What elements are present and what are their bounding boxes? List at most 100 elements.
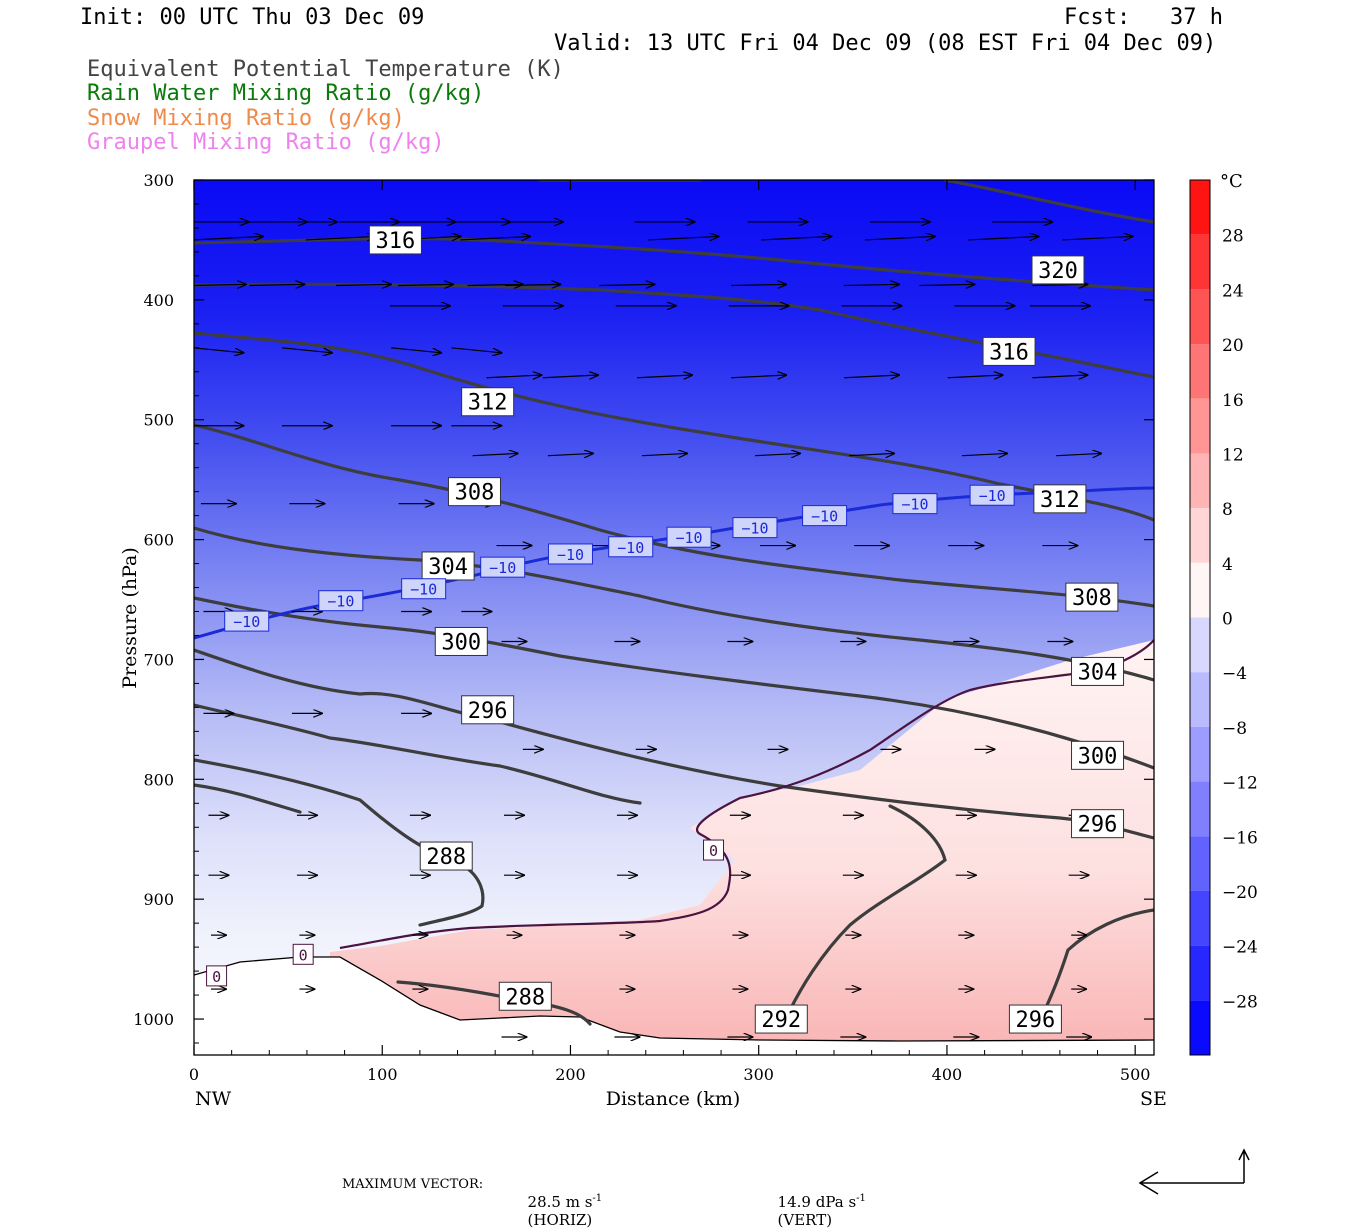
colorbar-tick-label: 28 [1222,227,1244,247]
wind-arrow [599,284,654,285]
theta-e-label: 308 [455,481,495,506]
isotherm-label: 0 [709,842,718,860]
theta-e-label: 320 [1038,259,1078,284]
theta-e-label-box [1071,809,1125,839]
theta-e-label-box [982,336,1036,366]
horiz-exponent: -1 [592,1193,603,1204]
wind-arrow [1032,375,1087,378]
colorbar-band [1190,781,1210,837]
theta-e-labels: 316 320 316 312 308 312 304 308 300 304 296 300 296 2… [368,225,1125,1034]
wind-arrow [305,236,376,240]
theta-e-contour [194,526,1154,682]
colorbar-tick-label: 20 [1222,336,1244,356]
isotherm-label: −10 [676,529,703,547]
theta-e-label: 296 [1078,813,1118,838]
isotherm-label-box [318,590,364,612]
wind-arrow [335,284,391,285]
wind-arrow [754,453,800,455]
x-end-label-left: NW [195,1088,232,1110]
maximum-vector-label: MAXIMUM VECTOR: [342,1177,484,1192]
x-tick-label: 100 [367,1065,398,1084]
theta-e-label-box [461,387,515,417]
isotherm-label-box [206,965,228,987]
isotherm-label-box [802,505,848,527]
isotherm-label: −10 [489,559,516,577]
wind-arrow [1056,453,1101,455]
isotherm-label: −10 [811,508,838,526]
theta-e-label: 296 [468,699,508,724]
theta-e-label-box [498,981,552,1011]
theta-e-label: 304 [428,555,468,580]
x-tick-label: 0 [189,1065,199,1084]
colorbar-band [1190,945,1210,1001]
colorbar-tick-label: 8 [1222,500,1233,520]
vert-exponent: -1 [856,1193,866,1204]
vert-tag: (VERT) [777,1211,833,1229]
colorbar-band [1190,1000,1210,1055]
wind-arrow [637,375,692,378]
theta-e-label: 304 [1078,660,1118,685]
y-tick-label: 400 [143,291,174,310]
colorbar-tick-label: 24 [1222,281,1244,301]
wind-arrow [844,284,899,285]
isotherm-label-box [480,556,526,578]
wind-vector-field [194,222,1133,1037]
isotherm-label-box [292,943,314,965]
colorbar-band [1190,508,1210,563]
legend-graupel: Graupel Mixing Ratio (g/kg) [87,130,445,155]
colorbar-band [1190,617,1210,673]
theta-e-contour [194,703,642,805]
isotherm-label-box [224,610,270,632]
isotherm-label: −10 [233,613,260,631]
theta-e-label-box [1071,656,1125,686]
wind-arrow [1062,236,1133,240]
theta-e-label-box [461,695,515,725]
wind-arrow [281,347,332,353]
y-tick-label: 1000 [133,1010,174,1029]
theta-e-label: 316 [989,340,1029,365]
maximum-vector-horiz: 28.5 m s-1 (HORIZ) [518,1175,603,1229]
wind-arrow [249,284,304,285]
theta-e-label: 292 [761,1008,801,1033]
isotherm-label: −10 [557,546,584,564]
theta-e-label-box [1071,740,1125,770]
isotherm-label: −10 [979,487,1006,505]
y-tick-label: 300 [143,171,174,190]
colorbar-tick-label: −28 [1222,992,1258,1012]
horiz-value: 28.5 m s [527,1193,593,1211]
theta-e-label: 312 [468,391,508,416]
x-tick-label: 500 [1120,1065,1151,1084]
colorbar-frame [1189,179,1211,1056]
wind-arrow [472,453,518,455]
wind-arrow [849,453,894,455]
colorbar-tick-label: −12 [1222,774,1258,794]
colorbar-tick-label: 16 [1222,391,1244,411]
theta-e-label: 296 [1016,1008,1056,1033]
theta-e-contour [1038,908,1154,1022]
colorbar-band [1190,726,1210,782]
colorbar-band [1190,398,1210,454]
theta-e-label-box [1008,1004,1062,1034]
colorbar-tick-label: 12 [1222,445,1244,465]
isotherm-label: −10 [617,539,644,557]
wind-arrow [460,236,530,240]
isotherm-label-box [703,839,725,861]
theta-e-label: 308 [1072,586,1112,611]
wind-arrow [919,284,974,285]
wind-arrow [547,453,593,455]
x-axis-title: Distance (km) [606,1088,741,1110]
wind-arrow [731,375,786,378]
distance-axis: 0 100 200 300 400 500 [189,180,1151,1084]
theta-e-label-box [447,477,501,507]
y-tick-label: 700 [143,650,174,669]
wind-arrow [505,284,560,285]
x-tick-label: 200 [555,1065,586,1084]
colorbar-band [1190,890,1210,946]
y-axis-title: Pressure (hPa) [119,547,141,689]
isotherm-label-box [608,536,654,558]
reference-vector [1138,1148,1250,1195]
theta-e-label: 300 [441,630,481,655]
colorbar-band [1190,289,1210,345]
isotherm-label-box [401,578,447,600]
colorbar-tick-label: −8 [1222,719,1247,739]
